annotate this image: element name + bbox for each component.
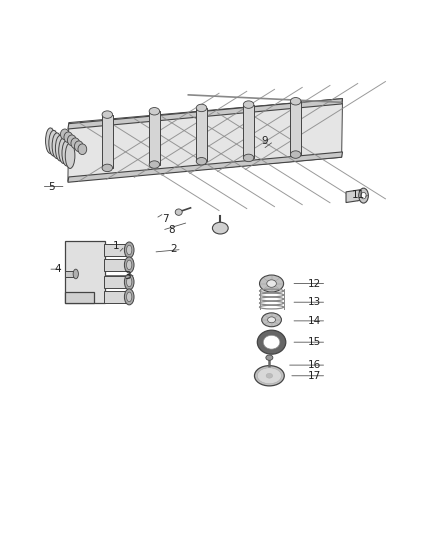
Ellipse shape (149, 108, 159, 115)
Polygon shape (102, 115, 113, 168)
Polygon shape (65, 292, 94, 303)
Text: 2: 2 (170, 245, 177, 254)
Polygon shape (68, 152, 343, 182)
Text: 12: 12 (308, 279, 321, 288)
Polygon shape (290, 101, 301, 155)
Ellipse shape (290, 98, 301, 105)
Text: 15: 15 (308, 337, 321, 347)
Polygon shape (149, 111, 159, 165)
Circle shape (78, 144, 87, 155)
Ellipse shape (196, 104, 207, 112)
Text: 1: 1 (113, 241, 120, 251)
Text: 16: 16 (308, 360, 321, 370)
Circle shape (67, 135, 76, 146)
Ellipse shape (124, 289, 134, 305)
Circle shape (64, 132, 73, 143)
Ellipse shape (127, 292, 132, 302)
Circle shape (361, 192, 366, 199)
Ellipse shape (102, 164, 113, 172)
Ellipse shape (257, 368, 281, 384)
Ellipse shape (268, 317, 276, 322)
Polygon shape (346, 189, 364, 203)
Polygon shape (104, 276, 129, 288)
Ellipse shape (124, 257, 134, 273)
Circle shape (71, 138, 80, 149)
Text: 11: 11 (352, 190, 365, 199)
Ellipse shape (124, 274, 134, 290)
Ellipse shape (257, 330, 286, 354)
Ellipse shape (359, 188, 368, 203)
Text: 3: 3 (124, 271, 131, 280)
Ellipse shape (266, 373, 272, 378)
Ellipse shape (266, 355, 273, 360)
Ellipse shape (261, 313, 281, 327)
Text: 9: 9 (262, 136, 268, 146)
Text: 13: 13 (308, 297, 321, 307)
Ellipse shape (175, 209, 182, 215)
Ellipse shape (55, 135, 65, 161)
Ellipse shape (254, 366, 284, 386)
Ellipse shape (65, 143, 75, 168)
Polygon shape (104, 259, 129, 271)
Ellipse shape (127, 260, 132, 270)
Ellipse shape (290, 151, 301, 158)
Ellipse shape (102, 111, 113, 118)
Polygon shape (65, 271, 77, 277)
Circle shape (74, 141, 83, 151)
Ellipse shape (127, 277, 132, 287)
Text: 8: 8 (169, 225, 175, 235)
Ellipse shape (263, 335, 280, 349)
Text: 14: 14 (308, 316, 321, 326)
Polygon shape (104, 244, 129, 256)
Circle shape (60, 129, 69, 140)
Ellipse shape (127, 245, 132, 255)
Polygon shape (68, 99, 343, 129)
Ellipse shape (244, 101, 254, 108)
Ellipse shape (244, 154, 254, 161)
Ellipse shape (52, 133, 62, 158)
Text: 4: 4 (55, 264, 61, 274)
Polygon shape (68, 99, 343, 181)
Polygon shape (244, 104, 254, 158)
Ellipse shape (49, 131, 58, 156)
Text: 7: 7 (162, 214, 169, 223)
Ellipse shape (196, 158, 207, 165)
Ellipse shape (149, 161, 159, 168)
Text: 17: 17 (308, 371, 321, 381)
Ellipse shape (46, 128, 55, 154)
Ellipse shape (59, 138, 68, 164)
Ellipse shape (73, 269, 78, 279)
Ellipse shape (212, 222, 228, 234)
Ellipse shape (124, 242, 134, 258)
Polygon shape (196, 108, 207, 161)
Ellipse shape (267, 280, 276, 287)
Polygon shape (65, 241, 105, 303)
Ellipse shape (259, 275, 284, 292)
Text: 5: 5 (48, 182, 55, 191)
Polygon shape (104, 291, 129, 303)
Ellipse shape (62, 140, 71, 166)
